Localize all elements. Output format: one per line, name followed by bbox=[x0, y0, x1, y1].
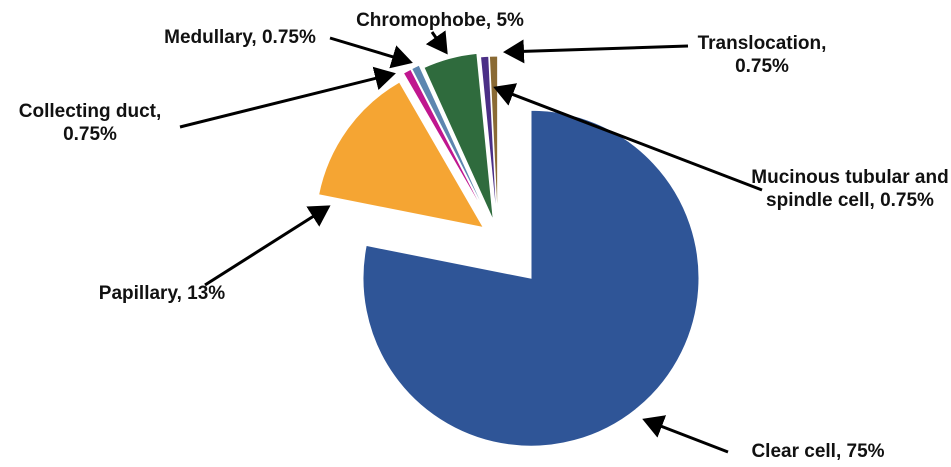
slices bbox=[318, 52, 700, 447]
leader bbox=[179, 66, 396, 129]
pie-slice bbox=[479, 55, 498, 225]
leader bbox=[329, 36, 413, 69]
pie-slice bbox=[402, 68, 488, 219]
pie-slice bbox=[362, 109, 700, 447]
data-label: Collecting duct, 0.75% bbox=[18, 101, 162, 145]
pie-slice bbox=[410, 64, 489, 219]
pie-slice bbox=[423, 52, 494, 221]
leader bbox=[642, 415, 729, 454]
data-label: Clear cell, 75% bbox=[751, 441, 885, 462]
data-label: Papillary, 13% bbox=[98, 283, 226, 304]
data-label: Chromophobe, 5% bbox=[356, 10, 524, 31]
leader bbox=[493, 83, 763, 192]
leader bbox=[425, 30, 448, 55]
leader bbox=[204, 205, 331, 287]
leader bbox=[503, 39, 689, 64]
data-label: Translocation, 0.75% bbox=[697, 33, 827, 77]
data-label: Mucinous tubular and spindle cell, 0.75% bbox=[751, 167, 949, 211]
data-label: Medullary, 0.75% bbox=[164, 27, 316, 48]
